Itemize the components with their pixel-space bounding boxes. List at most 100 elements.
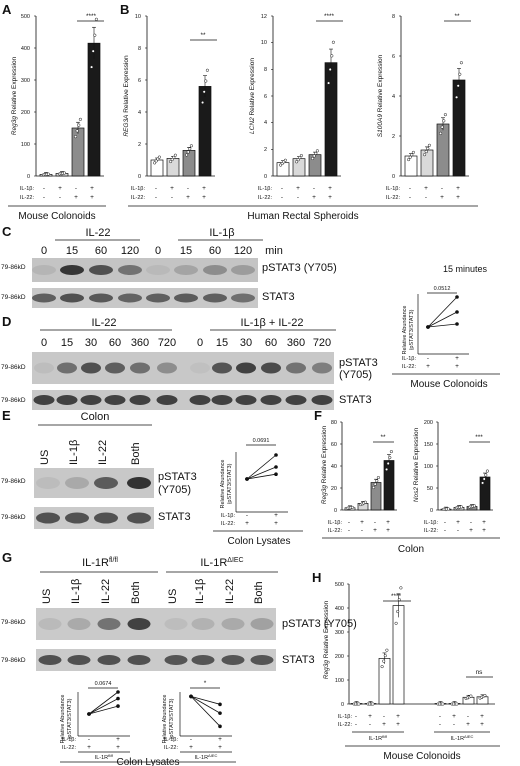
svg-text:2: 2 — [138, 142, 141, 148]
data-point — [296, 158, 300, 162]
svg-text:IL-1Rfl/fl: IL-1Rfl/fl — [95, 753, 114, 761]
blot-band — [250, 655, 274, 665]
svg-text:-: - — [444, 519, 446, 526]
data-point — [407, 158, 411, 162]
paired-line — [427, 311, 458, 328]
svg-text:-: - — [297, 194, 299, 201]
blot-band — [250, 618, 274, 630]
bar — [198, 86, 212, 177]
c-band2: STAT3 — [262, 291, 295, 303]
svg-text:+: + — [90, 194, 94, 201]
svg-text:30: 30 — [240, 337, 252, 349]
data-point — [169, 160, 173, 164]
data-point — [439, 131, 443, 135]
svg-text:-: - — [453, 721, 455, 728]
data-point — [456, 84, 460, 88]
data-point — [442, 119, 446, 123]
panel-letter-b: B — [120, 2, 129, 17]
data-point — [411, 150, 415, 154]
svg-text:STAT3: STAT3 — [282, 654, 315, 666]
svg-text:-: - — [409, 194, 411, 201]
data-point — [312, 154, 316, 158]
svg-text:STAT3: STAT3 — [339, 394, 372, 406]
blot-band — [146, 265, 170, 275]
e-inset-lines — [235, 452, 288, 513]
data-point — [386, 461, 390, 466]
svg-text:IL-1Rfl/fl: IL-1Rfl/fl — [369, 734, 388, 742]
panel-letter-g: G — [2, 550, 12, 565]
blot-band — [60, 265, 84, 275]
blot-band — [127, 477, 151, 489]
svg-text:IL-1β:: IL-1β: — [386, 186, 401, 192]
data-point — [170, 157, 174, 162]
bar — [420, 149, 434, 177]
svg-text:IL-22:: IL-22: — [258, 195, 273, 201]
svg-text:(pSTAT3/STAT3): (pSTAT3/STAT3) — [409, 309, 415, 350]
d-lane-labels: 0 15 30 60 360 720 0 15 30 60 360 720 — [41, 337, 331, 349]
svg-text:360: 360 — [287, 337, 305, 349]
svg-text:IL-1β:: IL-1β: — [258, 186, 273, 192]
blot-band — [105, 362, 125, 374]
svg-text:0: 0 — [197, 337, 203, 349]
svg-text:(Y705): (Y705) — [158, 484, 191, 496]
b1-treatment-signs: - + - + - - + + — [155, 185, 206, 201]
svg-text:pSTAT3: pSTAT3 — [158, 471, 197, 483]
data-point — [426, 146, 430, 150]
data-point — [157, 155, 161, 159]
svg-text:+: + — [396, 721, 400, 728]
b1-sig: ** — [200, 32, 206, 39]
svg-text:60: 60 — [209, 245, 221, 257]
blot-band — [94, 477, 118, 489]
svg-text:0.0674: 0.0674 — [95, 681, 112, 687]
b2-ylabel: LCN2 Relative Expression — [249, 58, 256, 134]
svg-text:+: + — [482, 527, 486, 534]
svg-text:30: 30 — [85, 337, 97, 349]
svg-text:-: - — [467, 713, 469, 720]
panel-letter-h: H — [312, 570, 321, 585]
c-mw1: 79-86kD — [1, 264, 26, 271]
data-point — [388, 455, 392, 460]
svg-text:Both: Both — [130, 442, 142, 465]
blot-band — [221, 618, 245, 630]
svg-text:8: 8 — [392, 14, 395, 20]
g-inset2-lines — [179, 692, 232, 737]
data-point — [93, 33, 97, 37]
svg-text:US: US — [39, 450, 51, 465]
blot-band — [191, 655, 215, 665]
svg-text:+: + — [373, 527, 377, 534]
svg-text:+: + — [328, 194, 332, 201]
c-group2: IL-1β — [209, 227, 234, 239]
data-point — [382, 659, 386, 663]
svg-text:+: + — [469, 527, 473, 534]
svg-text:2: 2 — [392, 134, 395, 140]
svg-text:IL-22:: IL-22: — [164, 745, 179, 751]
svg-text:79-86kD: 79-86kD — [1, 619, 26, 626]
svg-text:6: 6 — [392, 54, 395, 60]
svg-text:0: 0 — [334, 508, 337, 514]
svg-text:min: min — [265, 245, 283, 257]
data-point — [90, 65, 94, 69]
paired-line — [246, 454, 277, 480]
blot-band — [189, 395, 211, 405]
svg-text:-: - — [187, 185, 189, 192]
a-caption: Mouse Colonoids — [18, 211, 95, 222]
data-point — [472, 504, 476, 508]
svg-text:-: - — [374, 519, 376, 526]
svg-text:-: - — [441, 185, 443, 192]
a-bars — [34, 15, 104, 177]
svg-text:0: 0 — [41, 337, 47, 349]
svg-text:+: + — [482, 519, 486, 526]
svg-text:+: + — [296, 185, 300, 192]
svg-text:+: + — [424, 185, 428, 192]
data-point — [62, 171, 66, 175]
b2-bars — [271, 15, 341, 177]
svg-text:Colon Lysates: Colon Lysates — [117, 757, 180, 766]
svg-text:Relative Abundance: Relative Abundance — [60, 695, 66, 744]
blot-band — [235, 395, 257, 405]
svg-text:4: 4 — [138, 110, 141, 116]
svg-text:+: + — [382, 721, 386, 728]
data-point — [455, 95, 459, 99]
data-point — [446, 507, 450, 511]
svg-text:Both: Both — [253, 581, 265, 604]
a-row1-label: IL-1β: — [20, 186, 35, 192]
